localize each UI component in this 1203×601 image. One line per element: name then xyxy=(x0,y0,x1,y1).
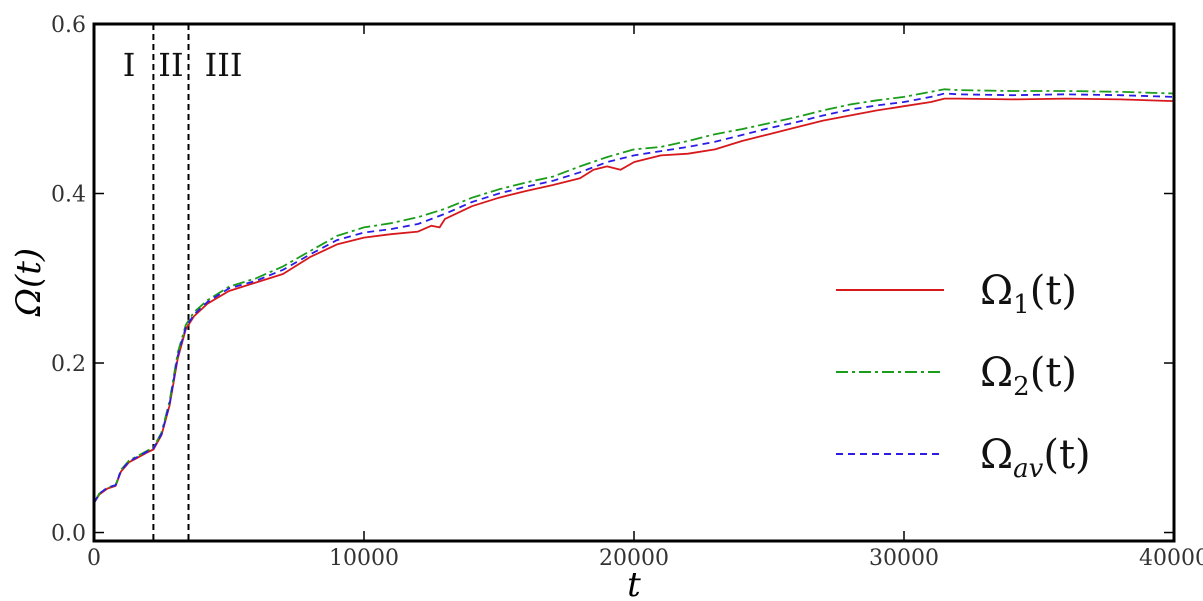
region-labels: I II III xyxy=(123,46,243,84)
y-tick-label: 0.6 xyxy=(51,13,86,38)
legend-label: Ω2(t) xyxy=(980,350,1077,402)
region-label: III xyxy=(205,46,243,84)
series-line xyxy=(94,97,1174,504)
plot-frame xyxy=(92,22,1176,543)
y-axis-title: Ω(t) xyxy=(9,248,49,317)
legend-label: Ωav(t) xyxy=(980,432,1091,484)
legend: Ω1(t) Ω2(t) Ωav(t) xyxy=(836,268,1091,484)
y-tick-label: 0.2 xyxy=(51,352,86,377)
series-layer xyxy=(94,88,1174,504)
series-line xyxy=(94,88,1174,504)
x-axis-title: t xyxy=(627,565,641,601)
y-tick-label: 0.0 xyxy=(51,522,86,547)
x-tick-label: 40000 xyxy=(1139,546,1203,571)
series-line xyxy=(94,92,1174,504)
x-tick-label: 20000 xyxy=(599,546,669,571)
x-tick-label: 30000 xyxy=(869,546,939,571)
region-label: I xyxy=(123,46,136,84)
region-label: II xyxy=(158,46,183,84)
legend-label: Ω1(t) xyxy=(980,268,1077,320)
x-tick-label: 0 xyxy=(87,546,101,571)
region-dividers xyxy=(152,24,190,541)
y-tick-label: 0.4 xyxy=(51,183,86,208)
x-axis-ticks: 0 10000 20000 30000 40000 xyxy=(87,24,1203,571)
x-tick-label: 10000 xyxy=(329,546,399,571)
